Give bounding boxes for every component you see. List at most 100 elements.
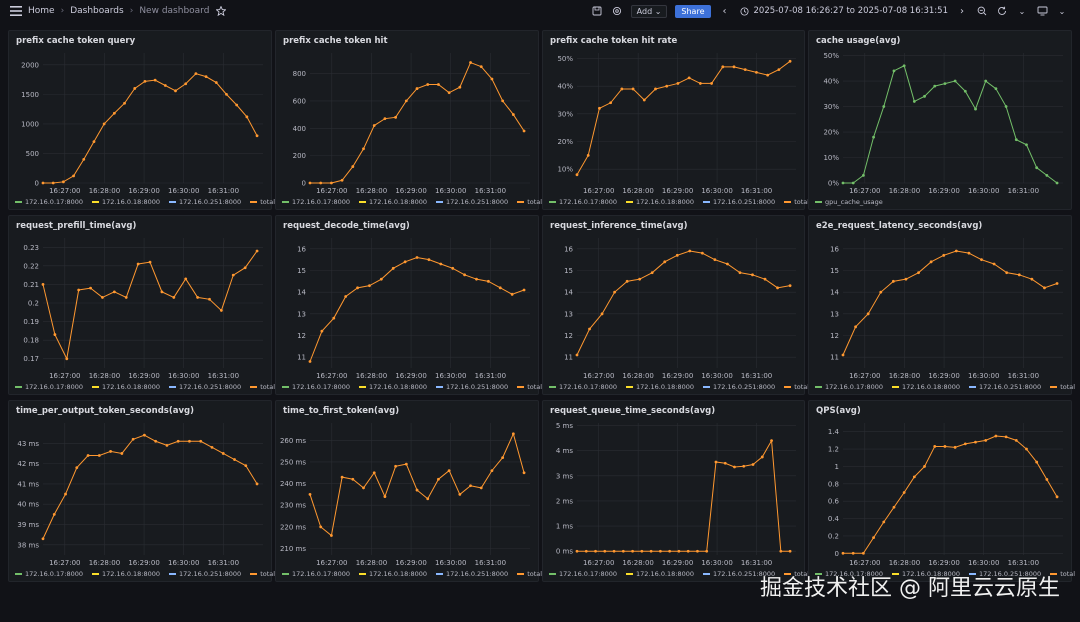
data-point[interactable] xyxy=(631,549,634,553)
legend-item[interactable]: 172.16.0.251:8000 xyxy=(703,198,775,206)
data-point[interactable] xyxy=(501,456,505,460)
data-point[interactable] xyxy=(1014,138,1018,142)
legend-item[interactable]: 172.16.0.17:8000 xyxy=(549,198,617,206)
data-point[interactable] xyxy=(92,140,96,144)
data-point[interactable] xyxy=(320,329,324,333)
data-point[interactable] xyxy=(340,475,344,479)
data-point[interactable] xyxy=(362,147,365,151)
chevron-left-icon[interactable]: ‹ xyxy=(722,5,727,17)
data-point[interactable] xyxy=(770,439,773,442)
menu-icon[interactable] xyxy=(10,5,22,17)
data-point[interactable] xyxy=(586,153,590,157)
legend-item[interactable]: 172.16.0.251:8000 xyxy=(969,383,1041,391)
data-point[interactable] xyxy=(917,271,920,275)
data-point[interactable] xyxy=(742,464,746,468)
data-point[interactable] xyxy=(123,101,126,105)
legend-item[interactable]: 172.16.0.251:8000 xyxy=(969,570,1041,578)
legend-item[interactable]: total xyxy=(250,570,275,578)
data-point[interactable] xyxy=(469,61,472,64)
star-icon[interactable] xyxy=(215,5,227,17)
data-point[interactable] xyxy=(1025,143,1028,147)
data-point[interactable] xyxy=(1004,105,1008,108)
breadcrumb-dashboards[interactable]: Dashboards xyxy=(70,6,124,16)
data-point[interactable] xyxy=(1043,286,1046,290)
data-point[interactable] xyxy=(174,89,177,93)
data-point[interactable] xyxy=(654,87,657,91)
data-point[interactable] xyxy=(404,462,408,466)
legend-item[interactable]: total xyxy=(1050,383,1075,391)
data-point[interactable] xyxy=(755,70,758,74)
panel-request-inference-time[interactable]: 11 12 13 14 15 16 16:27:00 16:28:00 16:29:00 16:3… xyxy=(542,215,809,395)
data-point[interactable] xyxy=(598,106,601,110)
data-point[interactable] xyxy=(184,82,188,86)
data-point[interactable] xyxy=(879,290,883,294)
time-range-picker[interactable]: 2025-07-08 16:26:27 to 2025-07-08 16:31:… xyxy=(739,5,948,17)
data-point[interactable] xyxy=(308,493,312,496)
data-point[interactable] xyxy=(726,262,729,266)
data-point[interactable] xyxy=(698,82,702,85)
data-point[interactable] xyxy=(522,288,526,292)
data-point[interactable] xyxy=(933,84,937,88)
data-point[interactable] xyxy=(688,249,692,253)
data-point[interactable] xyxy=(933,445,937,448)
legend-item[interactable]: total xyxy=(784,198,809,206)
data-point[interactable] xyxy=(677,549,681,553)
legend-item[interactable]: total xyxy=(250,198,275,206)
data-point[interactable] xyxy=(498,286,502,290)
data-point[interactable] xyxy=(603,549,607,553)
legend-item[interactable]: total xyxy=(1050,570,1075,578)
data-point[interactable] xyxy=(984,79,988,83)
data-point[interactable] xyxy=(612,549,616,553)
data-point[interactable] xyxy=(194,72,198,76)
data-point[interactable] xyxy=(904,277,908,281)
data-point[interactable] xyxy=(882,105,886,108)
data-point[interactable] xyxy=(344,295,348,298)
data-point[interactable] xyxy=(994,87,998,91)
data-point[interactable] xyxy=(351,165,355,168)
data-point[interactable] xyxy=(82,157,86,161)
data-point[interactable] xyxy=(1055,282,1059,285)
data-point[interactable] xyxy=(131,437,135,441)
data-point[interactable] xyxy=(463,273,466,277)
panel-request-prefill-time[interactable]: 0.17 0.18 0.19 0.2 0.21 0.22 0.23 16:27:00 16:28… xyxy=(8,215,275,395)
panel-time-to-first-token[interactable]: 210 ms 220 ms 230 ms 240 ms 250 ms 260 ms 16:2… xyxy=(275,400,542,582)
legend-item[interactable]: 172.16.0.17:8000 xyxy=(815,383,883,391)
data-point[interactable] xyxy=(75,466,79,470)
data-point[interactable] xyxy=(631,87,635,91)
data-point[interactable] xyxy=(391,266,395,270)
data-point[interactable] xyxy=(51,181,55,185)
data-point[interactable] xyxy=(788,549,792,553)
data-point[interactable] xyxy=(235,103,239,107)
data-point[interactable] xyxy=(963,89,967,93)
data-point[interactable] xyxy=(594,549,597,553)
panel-request-decode-time[interactable]: 11 12 13 14 15 16 16:27:00 16:28:00 16:29:00 16:3… xyxy=(275,215,542,395)
data-point[interactable] xyxy=(841,551,845,555)
data-point[interactable] xyxy=(760,455,764,459)
data-point[interactable] xyxy=(1035,166,1039,170)
data-point[interactable] xyxy=(963,442,967,446)
data-point[interactable] xyxy=(426,497,430,501)
data-point[interactable] xyxy=(676,82,680,85)
data-point[interactable] xyxy=(1025,447,1028,451)
legend-item[interactable]: 172.16.0.17:8000 xyxy=(815,570,883,578)
legend-item[interactable]: 172.16.0.251:8000 xyxy=(169,198,241,206)
data-point[interactable] xyxy=(665,84,669,88)
data-point[interactable] xyxy=(143,79,147,83)
data-point[interactable] xyxy=(86,454,90,457)
data-point[interactable] xyxy=(992,262,996,266)
data-point[interactable] xyxy=(308,360,312,363)
data-point[interactable] xyxy=(64,492,67,496)
data-point[interactable] xyxy=(394,115,398,119)
data-point[interactable] xyxy=(204,75,208,79)
data-point[interactable] xyxy=(308,181,312,185)
data-point[interactable] xyxy=(732,65,736,69)
data-point[interactable] xyxy=(184,277,188,281)
legend-item[interactable]: 172.16.0.18:8000 xyxy=(626,383,694,391)
data-point[interactable] xyxy=(501,99,505,103)
data-point[interactable] xyxy=(721,65,725,69)
data-point[interactable] xyxy=(751,273,754,277)
data-point[interactable] xyxy=(163,84,167,87)
data-point[interactable] xyxy=(415,256,419,259)
legend-item[interactable]: total xyxy=(517,198,542,206)
legend-item[interactable]: 172.16.0.251:8000 xyxy=(703,383,775,391)
